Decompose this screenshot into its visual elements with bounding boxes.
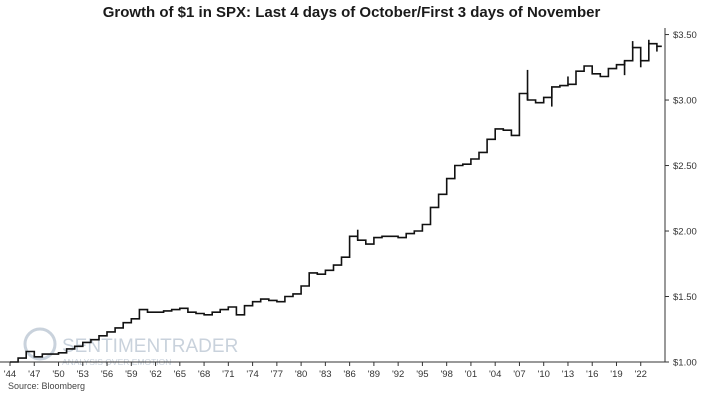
x-tick-label: '68 (198, 369, 210, 380)
x-tick-label: '13 (562, 369, 574, 380)
axes-group (0, 28, 669, 366)
x-tick-label: '07 (513, 369, 525, 380)
x-tick-label: '59 (125, 369, 137, 380)
x-tick-label: '77 (271, 369, 283, 380)
x-tick-label: '01 (465, 369, 477, 380)
x-tick-label: '22 (635, 369, 647, 380)
x-tick-label: '89 (368, 369, 380, 380)
x-tick-label: '74 (246, 369, 258, 380)
x-tick-label: '86 (343, 369, 355, 380)
y-axis-labels: $1.00 $1.50 $2.00 $2.50 $3.00 $3.50 (673, 30, 697, 368)
x-axis-labels: '44 '47 '50 '53 '56 '59 '62 '65 '68 '71 '74 '77 '80 '… (4, 369, 647, 380)
x-tick-label: '04 (489, 369, 501, 380)
x-tick-label: '83 (319, 369, 331, 380)
x-tick-label: '65 (174, 369, 186, 380)
x-tick-label: '19 (610, 369, 622, 380)
sentimentrader-watermark: SENTIMENTRADER ANALYSIS OVER EMOTION (23, 327, 238, 367)
x-tick-label: '56 (101, 369, 113, 380)
x-tick-label: '50 (52, 369, 64, 380)
x-tick-label: '44 (4, 369, 16, 380)
x-tick-label: '53 (77, 369, 89, 380)
x-tick-label: '10 (538, 369, 550, 380)
x-tick-label: '92 (392, 369, 404, 380)
y-tick-label: $2.50 (673, 161, 697, 172)
y-tick-label: $1.50 (673, 292, 697, 303)
x-tick-label: '95 (416, 369, 428, 380)
y-tick-label: $3.00 (673, 96, 697, 107)
chart-title: Growth of $1 in SPX: Last 4 days of Octo… (102, 4, 601, 21)
x-tick-label: '71 (222, 369, 234, 380)
x-tick-label: '62 (149, 369, 161, 380)
watermark-logo-circle (23, 327, 57, 361)
y-tick-label: $1.00 (673, 358, 697, 369)
source-note: Source: Bloomberg (8, 381, 86, 391)
y-tick-label: $2.00 (673, 227, 697, 238)
x-tick-label: '16 (586, 369, 598, 380)
x-tick-label: '80 (295, 369, 307, 380)
watermark-brand-text: SENTIMENTRADER (62, 336, 238, 357)
x-tick-label: '47 (28, 369, 40, 380)
series-group (10, 39, 662, 363)
series-line (10, 42, 662, 363)
x-tick-label: '98 (440, 369, 452, 380)
y-tick-label: $3.50 (673, 30, 697, 41)
